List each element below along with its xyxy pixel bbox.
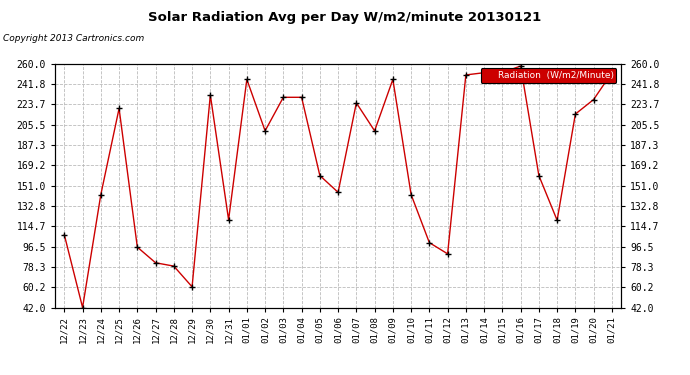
Text: Solar Radiation Avg per Day W/m2/minute 20130121: Solar Radiation Avg per Day W/m2/minute …	[148, 11, 542, 24]
Text: Copyright 2013 Cartronics.com: Copyright 2013 Cartronics.com	[3, 34, 145, 43]
Legend: Radiation  (W/m2/Minute): Radiation (W/m2/Minute)	[481, 68, 616, 82]
